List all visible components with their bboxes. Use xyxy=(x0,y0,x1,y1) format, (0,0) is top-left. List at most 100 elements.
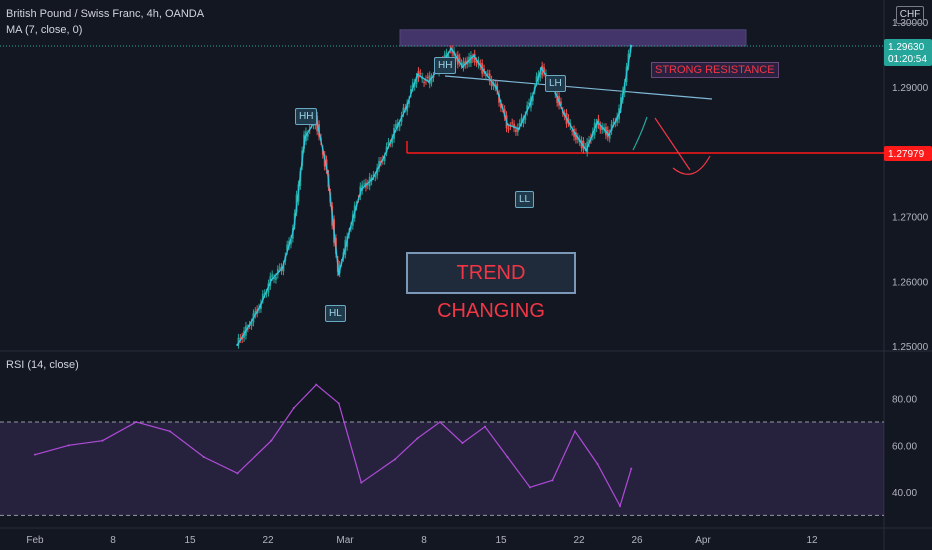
candle-body-135 xyxy=(490,79,493,87)
resistance-zone xyxy=(399,29,747,47)
ma-point-27 xyxy=(540,66,543,70)
rsi-point-5 xyxy=(202,456,205,458)
trend-changing-label: TREND CHANGING xyxy=(406,252,576,322)
time-tick-label-3: 22 xyxy=(262,535,274,546)
candle-body-133 xyxy=(486,73,489,75)
candle-body-187 xyxy=(588,139,590,144)
ma-point-13 xyxy=(382,156,385,159)
time-tick-label-10: 12 xyxy=(806,535,818,546)
candle-body-163 xyxy=(543,67,545,73)
chart-symbol-title: British Pound / Swiss Franc, 4h, OANDA xyxy=(6,8,205,20)
ma-point-32 xyxy=(596,120,599,124)
candle-body-170 xyxy=(556,95,559,103)
candle-body-112 xyxy=(447,55,450,58)
ma-point-22 xyxy=(483,71,487,74)
ma-point-0 xyxy=(236,343,239,347)
rsi-point-10 xyxy=(337,402,340,405)
candle-body-84 xyxy=(395,123,397,128)
candle-body-22 xyxy=(278,267,281,269)
ma-point-29 xyxy=(562,112,565,115)
candle-body-157 xyxy=(531,95,534,102)
candle-body-144 xyxy=(507,128,510,130)
rsi-point-17 xyxy=(506,456,509,458)
ma-point-16 xyxy=(416,73,419,76)
ma-line xyxy=(236,45,632,346)
candle-body-200 xyxy=(612,121,615,124)
rsi-point-15 xyxy=(461,442,464,444)
candle-body-91 xyxy=(408,100,410,104)
ma-point-21 xyxy=(472,54,475,57)
projection-arrow-curve xyxy=(672,155,711,175)
rsi-point-21 xyxy=(596,463,599,465)
candle-body-101 xyxy=(426,76,429,78)
current-price-badge-text-1: 01:20:54 xyxy=(888,54,927,65)
rsi-point-12 xyxy=(394,458,396,461)
candle-body-26 xyxy=(286,244,289,251)
candle-body-161 xyxy=(539,71,542,78)
candle-body-15 xyxy=(265,292,268,294)
candle-body-198 xyxy=(608,133,611,139)
rsi-point-11 xyxy=(360,481,363,484)
ma-point-3 xyxy=(270,278,273,282)
candle-body-147 xyxy=(513,124,515,129)
rsi-indicator-label: RSI (14, close) xyxy=(6,359,79,371)
candle-body-92 xyxy=(410,89,412,94)
candle-body-152 xyxy=(522,119,525,124)
candle-body-172 xyxy=(560,101,562,106)
candle-body-194 xyxy=(601,126,604,131)
candle-body-99 xyxy=(423,81,425,84)
rsi-point-7 xyxy=(270,439,273,442)
candle-body-154 xyxy=(526,105,529,112)
candle-body-140 xyxy=(500,103,502,109)
candle-body-204 xyxy=(620,97,622,109)
rsi-point-14 xyxy=(439,421,441,423)
rsi-point-19 xyxy=(551,479,554,482)
candle-body-97 xyxy=(419,73,422,75)
ma-point-1 xyxy=(247,324,250,328)
rsi-point-18 xyxy=(529,486,531,489)
candle-body-37 xyxy=(306,134,309,137)
time-tick-label-6: 15 xyxy=(495,535,507,546)
resistance-trendline xyxy=(444,75,713,100)
candle-body-7 xyxy=(250,322,253,326)
candle-body-159 xyxy=(535,76,538,83)
candle-body-82 xyxy=(391,137,394,144)
time-tick-label-8: 26 xyxy=(631,535,643,546)
rsi-point-20 xyxy=(574,430,576,433)
currency-button[interactable]: CHF xyxy=(896,6,924,24)
candle-body-72 xyxy=(372,174,375,177)
rsi-point-23 xyxy=(630,467,633,470)
rsi-point-3 xyxy=(135,421,138,423)
candle-body-9 xyxy=(254,311,257,315)
price-tick-label-2: 1.27000 xyxy=(892,212,929,223)
ma-point-23 xyxy=(495,86,498,89)
candle-body-1 xyxy=(239,337,242,340)
time-tick-label-0: Feb xyxy=(26,535,44,546)
candle-body-193 xyxy=(599,125,602,130)
ma-point-20 xyxy=(461,65,464,68)
strong-resistance-label: STRONG RESISTANCE xyxy=(651,62,779,78)
candle-body-14 xyxy=(263,293,266,295)
projection-arrow-up xyxy=(632,116,648,151)
candle-body-18 xyxy=(271,274,274,277)
ma-point-15 xyxy=(405,106,408,109)
rsi-point-8 xyxy=(292,407,295,409)
rsi-point-16 xyxy=(484,425,486,428)
rsi-point-22 xyxy=(619,505,621,507)
price-tick-label-4: 1.29000 xyxy=(892,83,929,94)
candle-body-104 xyxy=(432,75,435,78)
support-price-badge-text-0: 1.27979 xyxy=(888,149,925,160)
candle-body-67 xyxy=(363,183,365,185)
time-tick-label-4: Mar xyxy=(336,535,354,546)
ma-point-35 xyxy=(630,44,633,48)
ma-point-8 xyxy=(326,170,329,173)
candle-body-95 xyxy=(415,76,418,84)
time-tick-label-7: 22 xyxy=(573,535,585,546)
candle-body-134 xyxy=(488,73,491,82)
ma-point-6 xyxy=(303,136,307,139)
candle-body-78 xyxy=(383,156,386,161)
candle-body-125 xyxy=(471,57,474,60)
time-tick-label-9: Apr xyxy=(695,535,711,546)
candle-body-153 xyxy=(524,115,527,121)
